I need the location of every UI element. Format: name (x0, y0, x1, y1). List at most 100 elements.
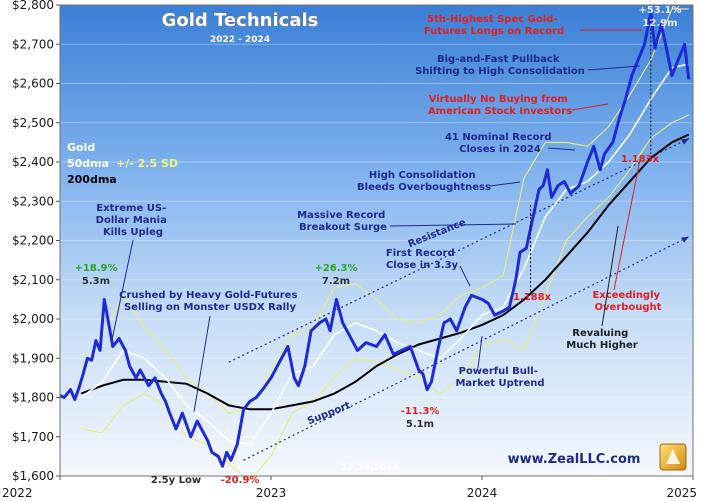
annotation-first-record-line-2: Close in 3.3y (386, 260, 459, 271)
move-callouts: +18.9% 5.3m +26.3% 7.2m -11.3% 5.1m 2.5y… (74, 5, 681, 497)
resistance-arrowhead (681, 138, 689, 145)
annotation-pullback-line-2: Shifting to High Consolidation (415, 66, 585, 77)
gridlines (60, 4, 693, 477)
y-tick-label: $2,600 (12, 77, 54, 91)
chart-title: Gold Technicals (162, 10, 319, 31)
pointer-first-record (459, 265, 471, 287)
annotation-no-buying-line-1: Virtually No Buying from (429, 94, 568, 105)
annotation-high-consolidation-line-2: Bleeds Overboughtness (357, 182, 491, 193)
x-tick-label: 2025 (666, 486, 697, 500)
legend-gold: Gold (67, 141, 95, 154)
callout-correction-pct: -11.3% (401, 406, 440, 417)
plot-background (60, 5, 693, 476)
y-tick-label: $2,500 (12, 116, 54, 130)
legend: Gold 50dma +/- 2.5 SD 200dma (67, 141, 178, 186)
sd-bands (80, 8, 690, 481)
callout-upleg-2-dur: 7.2m (322, 276, 350, 287)
callout-low-dur: 6.6m (224, 486, 252, 497)
annotation-record-closes-line-1: 41 Nominal Record (445, 132, 552, 143)
y-tick-label: $2,700 (12, 37, 54, 51)
y-tick-label: $1,900 (12, 351, 54, 365)
annotation-dollar-mania-line-1: Extreme US- (96, 203, 166, 214)
callout-bull-pct: +53.1% (638, 5, 681, 16)
pointer-crushed (193, 315, 211, 413)
pointer-revaluing (601, 225, 619, 327)
pointer-record-closes (547, 147, 576, 151)
y-tick-label: $1,700 (12, 430, 54, 444)
x-tick-label: 2024 (467, 486, 498, 500)
annotation-high-consolidation: High Consolidation Bleeds Overboughtness (357, 170, 491, 193)
annotation-crushed-line-2: Selling on Monster USDX Rally (124, 302, 296, 313)
callout-low-label: 2.5y Low (151, 475, 201, 486)
pointer-no-buying (571, 103, 609, 111)
trendlines (228, 137, 690, 461)
pointer-dollar-mania (111, 239, 134, 341)
callout-upleg-1-dur: 5.3m (82, 276, 110, 287)
date-stamp: 12.24.2024 (342, 463, 399, 473)
annotation-spec-longs: 5th-Highest Spec Gold- Futures Longs on … (424, 14, 564, 37)
callout-correction-dur: 5.1m (406, 419, 434, 430)
pointer-high-consolidation (489, 181, 521, 187)
website-url[interactable]: www.ZealLLC.com (508, 452, 641, 467)
y-tick-label: $2,400 (12, 155, 54, 169)
y-axis-ticks: $1,600 $1,700 $1,800 $1,900 $2,000 $2,100 $2,2… (12, 0, 60, 483)
callout-upleg-2-pct: +26.3% (314, 263, 357, 274)
annotation-bull-uptrend: Powerful Bull- Market Uptrend (455, 366, 544, 389)
legend-50dma: 50dma (67, 157, 109, 170)
annotation-pointers (111, 29, 642, 413)
callout-low-pct: -20.9% (221, 475, 260, 486)
annotation-overbought: Exceedingly Overbought (592, 290, 663, 313)
annotation-dollar-mania: Extreme US- Dollar Mania Kills Upleg (96, 203, 171, 238)
resistance-trendline (228, 137, 690, 363)
annotation-first-record: First Record Close in 3.3y (386, 248, 459, 271)
annotation-breakout-surge: Massive Record Breakout Surge (297, 210, 389, 233)
annotation-no-buying: Virtually No Buying from American Stock … (428, 94, 572, 117)
y-tick-label: $2,100 (12, 273, 54, 287)
annotation-crushed: Crushed by Heavy Gold-Futures Selling on… (119, 290, 301, 313)
annotation-revaluing-line-2: Much Higher (566, 340, 637, 351)
annotation-bull-uptrend-line-1: Powerful Bull- (459, 366, 538, 377)
gold-line (59, 11, 691, 468)
y-tick-label: $2,200 (12, 234, 54, 248)
callout-bull-dur: 12.9m (642, 18, 677, 29)
annotation-no-buying-line-2: American Stock Investors (428, 106, 572, 117)
x-axis-ticks: 2022 2023 2024 2025 (2, 476, 697, 500)
annotation-record-closes: 41 Nominal Record Closes in 2024 (445, 132, 555, 155)
legend-sd-bands: +/- 2.5 SD (116, 157, 178, 170)
annotation-first-record-line-1: First Record (386, 248, 455, 259)
pointer-pullback (587, 65, 641, 71)
annotation-pullback-line-1: Big-and-Fast Pullback (437, 54, 560, 65)
zeal-logo (659, 443, 687, 471)
support-arrowhead (681, 236, 689, 243)
annotation-high-consolidation-line-1: High Consolidation (369, 170, 476, 181)
annotation-revaluing: Revaluing Much Higher (566, 328, 637, 351)
lower-band-line (81, 114, 690, 481)
x-tick-label: 2023 (256, 486, 287, 500)
annotation-dollar-mania-line-3: Kills Upleg (103, 227, 163, 238)
annotation-spec-longs-line-2: Futures Longs on Record (424, 26, 564, 37)
legend-200dma: 200dma (67, 173, 117, 186)
annotation-record-closes-line-2: Closes in 2024 (459, 144, 541, 155)
y-tick-label: $2,800 (12, 0, 54, 12)
annotation-revaluing-line-1: Revaluing (572, 328, 628, 339)
callout-upleg-1-pct: +18.9% (74, 263, 117, 274)
gold-price-series (59, 11, 691, 468)
chart-subtitle: 2022 - 2024 (210, 35, 270, 45)
annotation-dollar-mania-line-2: Dollar Mania (96, 215, 167, 226)
annotation-breakout-surge-line-1: Massive Record (297, 210, 385, 221)
callout-multiple-1: 1.188x (513, 292, 552, 303)
x-tick-label: 2022 (2, 486, 33, 500)
y-tick-label: $2,000 (12, 312, 54, 326)
annotation-breakout-surge-line-2: Breakout Surge (299, 222, 387, 233)
pointer-overbought (613, 159, 641, 291)
y-tick-label: $1,600 (12, 469, 54, 483)
upper-band-line (80, 8, 689, 414)
ma200-line (80, 133, 690, 411)
annotation-bull-uptrend-line-2: Market Uptrend (455, 378, 544, 389)
pointer-bull-uptrend (477, 335, 483, 369)
pointer-breakout (389, 223, 517, 227)
annotation-overbought-line-1: Exceedingly (592, 290, 660, 301)
y-tick-label: $1,800 (12, 391, 54, 405)
annotation-pullback: Big-and-Fast Pullback Shifting to High C… (415, 54, 585, 77)
